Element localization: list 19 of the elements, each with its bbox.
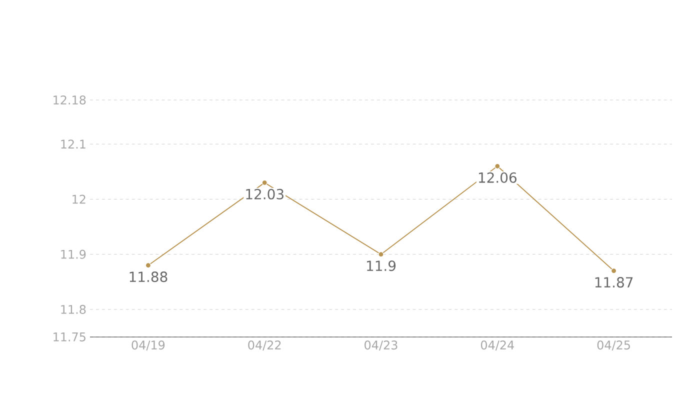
y-tick-label: 12.1 xyxy=(61,140,86,149)
data-label: 11.9 xyxy=(367,260,396,272)
data-label: 12.06 xyxy=(478,172,516,183)
data-label: 11.87 xyxy=(595,277,633,288)
y-tick-label: 11.75 xyxy=(54,332,86,342)
x-tick-label: 04/22 xyxy=(248,340,281,350)
point xyxy=(262,180,268,186)
x-tick-label: 04/25 xyxy=(597,340,630,350)
data-label: 12.03 xyxy=(246,188,284,200)
y-tick-label: 11.8 xyxy=(61,304,86,314)
data-label: 11.88 xyxy=(130,272,168,282)
y-tick-label: 12.18 xyxy=(54,95,86,105)
point xyxy=(378,252,384,258)
x-tick-label: 04/24 xyxy=(480,340,514,350)
y-tick-label: 11.9 xyxy=(61,250,86,259)
x-tick-label: 04/23 xyxy=(364,340,398,350)
y-tick-label: 12 xyxy=(72,194,86,204)
x-tick-label: 04/19 xyxy=(132,340,165,350)
point xyxy=(494,163,500,169)
